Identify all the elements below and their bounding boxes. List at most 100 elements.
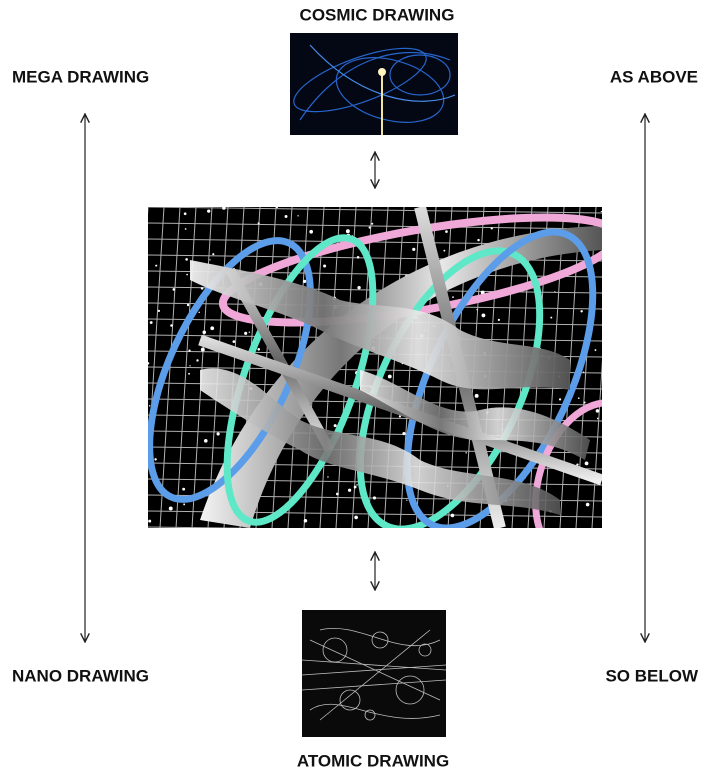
star	[474, 393, 479, 398]
star	[477, 238, 480, 242]
star	[445, 230, 448, 233]
star	[183, 503, 186, 506]
star	[490, 227, 493, 230]
grid-line	[0, 207, 4, 528]
star	[443, 249, 446, 252]
star	[580, 310, 583, 313]
star	[582, 371, 585, 373]
star	[209, 259, 211, 261]
star	[222, 207, 226, 210]
star	[335, 492, 339, 496]
star	[576, 463, 579, 466]
star	[323, 264, 327, 268]
star	[371, 222, 374, 225]
grid-line	[48, 207, 68, 528]
star	[347, 488, 352, 492]
star	[357, 285, 361, 290]
star	[595, 409, 600, 413]
grid-line	[335, 207, 357, 528]
star	[387, 374, 392, 379]
star	[481, 313, 486, 318]
star	[297, 215, 299, 217]
star	[148, 362, 150, 365]
star	[402, 432, 406, 436]
star	[185, 258, 188, 261]
star	[596, 417, 599, 420]
star	[476, 309, 478, 311]
grid-line	[148, 222, 602, 230]
star	[216, 432, 220, 436]
star	[356, 255, 360, 259]
star	[412, 247, 416, 251]
star	[303, 279, 307, 284]
grid-line	[672, 207, 692, 528]
star	[303, 518, 308, 523]
star	[200, 347, 205, 352]
cosmic-image	[290, 33, 458, 135]
star	[188, 349, 191, 352]
right-top-label: AS ABOVE	[610, 67, 698, 86]
star	[155, 264, 158, 267]
star	[585, 502, 590, 507]
right-bottom-label: SO BELOW	[605, 666, 699, 685]
star	[189, 365, 191, 367]
grid-line	[148, 543, 602, 549]
star	[170, 324, 173, 327]
star	[354, 515, 358, 520]
star	[198, 311, 200, 314]
star	[333, 424, 337, 428]
left-bottom-label: NANO DRAWING	[12, 666, 149, 685]
star	[584, 461, 589, 466]
star	[345, 229, 350, 234]
star	[406, 499, 408, 501]
star	[465, 452, 467, 454]
center-image	[0, 207, 704, 549]
star	[577, 397, 580, 399]
grid-line	[64, 207, 84, 528]
star	[157, 309, 161, 312]
star	[186, 303, 190, 307]
star	[168, 506, 173, 511]
star	[583, 401, 586, 404]
left-top-label: MEGA DRAWING	[12, 67, 149, 86]
star	[368, 226, 371, 229]
atomic-image	[302, 610, 446, 737]
star	[284, 215, 288, 218]
star	[372, 496, 377, 500]
star	[353, 485, 357, 489]
grid-line	[96, 207, 116, 528]
star	[172, 288, 176, 291]
star	[356, 484, 358, 486]
star	[257, 222, 260, 225]
star	[202, 330, 206, 335]
star	[398, 415, 402, 418]
star	[244, 331, 248, 335]
star	[450, 513, 455, 518]
star	[210, 326, 215, 331]
star	[154, 458, 157, 461]
grid-line	[656, 207, 676, 528]
top-label: COSMIC DRAWING	[300, 5, 455, 24]
star	[275, 207, 279, 209]
grid-line	[32, 207, 52, 528]
grid-line	[640, 207, 660, 528]
grid-line	[0, 207, 20, 528]
star	[248, 331, 250, 333]
star	[184, 228, 187, 230]
star	[212, 253, 215, 256]
grid-line	[16, 207, 36, 528]
grid-line	[688, 207, 704, 528]
star	[183, 212, 187, 216]
star	[207, 209, 211, 213]
star	[232, 340, 236, 343]
grid-line	[80, 207, 100, 528]
grid-line	[608, 207, 628, 528]
star	[182, 487, 186, 491]
star	[257, 347, 261, 351]
star	[200, 287, 204, 290]
bottom-label: ATOMIC DRAWING	[297, 751, 449, 770]
star	[480, 290, 485, 295]
star	[558, 398, 562, 401]
